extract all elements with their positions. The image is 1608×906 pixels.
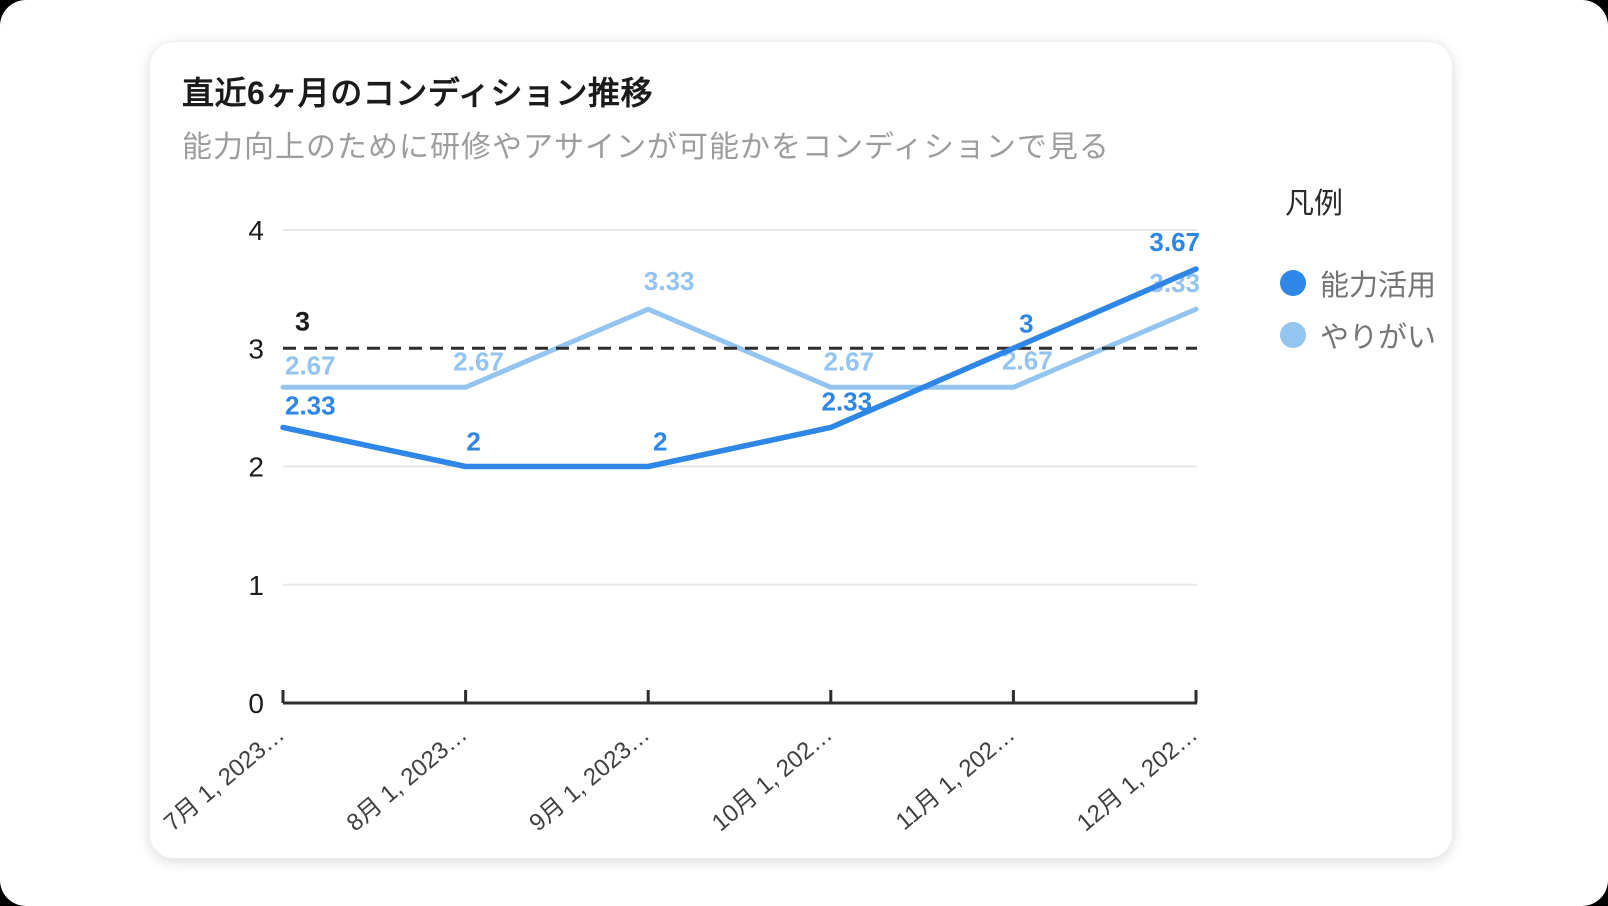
x-tick-label: 10月 1, 202…: [707, 721, 838, 837]
x-tick-label: 12月 1, 202…: [1072, 721, 1203, 837]
y-tick-label: 1: [248, 570, 264, 601]
series-line-yarigai: [280, 306, 1199, 390]
chart-card: 直近6ヶ月のコンディション推移 能力向上のために研修やアサインが可能かをコンディ…: [150, 42, 1452, 858]
chart-title: 直近6ヶ月のコンディション推移: [182, 75, 654, 111]
legend-title: 凡例: [1285, 188, 1344, 220]
point-label-yarigai: 3.33: [644, 266, 695, 296]
point-label-noryoku-katsuyo: 2.33: [285, 390, 336, 420]
point-label-yarigai: 2.67: [285, 350, 336, 380]
x-tick-label: 9月 1, 2023…: [524, 721, 655, 837]
point-label-yarigai: 2.67: [453, 346, 504, 376]
y-tick-label: 0: [248, 688, 264, 719]
legend-item-yarigai[interactable]: やりがい: [1280, 320, 1436, 354]
legend-dot-icon: [1280, 270, 1306, 296]
reference-line-label: 3: [295, 306, 310, 336]
x-tick-label: 11月 1, 202…: [891, 721, 1020, 836]
y-tick-label: 3: [248, 333, 264, 364]
point-label-noryoku-katsuyo: 3: [1019, 308, 1033, 338]
point-label-noryoku-katsuyo: 2: [466, 427, 480, 457]
series-line-noryoku-katsuyo: [280, 266, 1199, 470]
y-tick-label: 2: [248, 452, 264, 483]
x-tick-label: 8月 1, 2023…: [342, 721, 473, 837]
y-tick-label: 4: [248, 215, 264, 246]
point-label-noryoku-katsuyo: 2.33: [821, 386, 872, 416]
x-tick-label: 7月 1, 2023…: [159, 721, 290, 837]
point-label-yarigai: 2.67: [823, 346, 874, 376]
point-label-noryoku-katsuyo: 2: [653, 427, 667, 457]
legend-item-noryoku-katsuyo[interactable]: 能力活用: [1280, 268, 1436, 302]
point-label-noryoku-katsuyo: 3.67: [1149, 227, 1200, 257]
legend-item-label: 能力活用: [1320, 270, 1437, 302]
legend-item-label: やりがい: [1320, 322, 1437, 354]
legend-items: 能力活用 やりがい: [1280, 268, 1436, 354]
legend-dot-icon: [1280, 322, 1306, 348]
chart-subtitle: 能力向上のために研修やアサインが可能かをコンディションで見る: [182, 131, 1110, 164]
